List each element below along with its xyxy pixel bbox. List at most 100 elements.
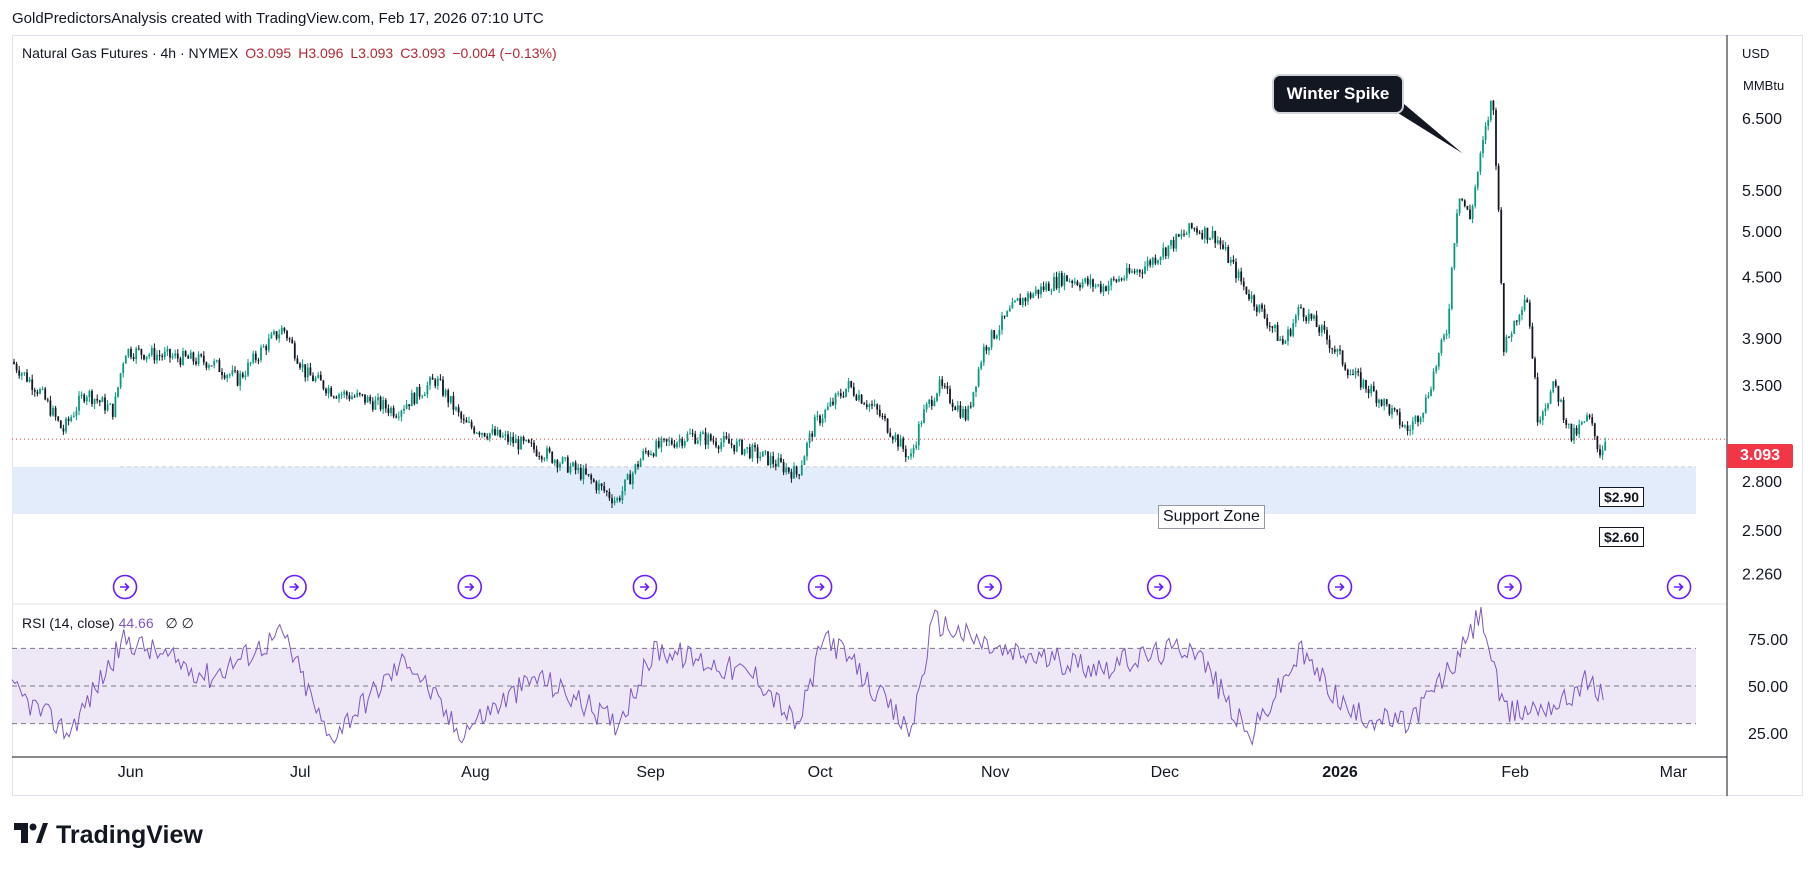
- candle-body: [533, 442, 535, 450]
- candle-body: [1079, 285, 1081, 288]
- candle-body: [676, 442, 678, 448]
- candle-body: [993, 330, 996, 339]
- candle-body: [494, 429, 496, 436]
- candle-body: [982, 346, 985, 363]
- candle-body: [1021, 298, 1024, 305]
- axis-currency[interactable]: USD: [1742, 46, 1770, 61]
- candle-body: [421, 396, 424, 398]
- candle-body: [959, 405, 962, 418]
- candle-body: [1115, 279, 1118, 282]
- candle-body: [340, 394, 343, 396]
- candle-body: [884, 416, 886, 419]
- candle-body: [613, 500, 616, 504]
- candle-body: [988, 347, 990, 351]
- candle-body: [1328, 339, 1331, 349]
- candle-body: [1383, 399, 1386, 406]
- candle-body: [231, 370, 234, 375]
- candle-body: [1040, 286, 1042, 295]
- candle-body: [806, 442, 808, 457]
- tradingview-logo[interactable]: TradingView: [14, 821, 203, 850]
- candle-body: [1547, 403, 1549, 409]
- tradingview-mark-icon: [14, 822, 48, 849]
- candle-body: [881, 415, 884, 417]
- candle-body: [96, 398, 99, 401]
- candle-body: [1032, 293, 1035, 298]
- candle-body: [104, 397, 106, 411]
- candle-body: [553, 460, 556, 463]
- candle-body: [821, 418, 824, 424]
- chart-frame[interactable]: [12, 35, 1803, 796]
- candle-body: [785, 467, 788, 473]
- candle-body: [1469, 209, 1471, 219]
- event-arrow-icon: [1154, 582, 1164, 592]
- candle-body: [1211, 231, 1214, 238]
- candle-body: [483, 432, 486, 437]
- candle-body: [156, 354, 158, 361]
- candle-body: [728, 438, 730, 444]
- candle-body: [1601, 450, 1604, 456]
- candle-body: [88, 391, 91, 398]
- candle-body: [1102, 286, 1105, 292]
- candle-body: [936, 393, 938, 401]
- candle-body: [395, 416, 398, 418]
- axis-unit[interactable]: MMBtu: [1743, 78, 1785, 93]
- candle-body: [928, 399, 931, 404]
- candle-body: [275, 331, 278, 339]
- candle-body: [288, 338, 291, 340]
- candle-body: [57, 416, 60, 421]
- candle-body: [800, 465, 803, 476]
- candle-body: [592, 479, 595, 482]
- candle-body: [670, 440, 673, 445]
- candle-body: [990, 330, 993, 348]
- candle-body: [738, 439, 741, 442]
- candle-body: [678, 439, 681, 443]
- candle-body: [158, 354, 161, 356]
- date-tick-label: Nov: [981, 764, 1009, 781]
- candle-body: [1437, 353, 1440, 367]
- candle-body: [114, 396, 117, 417]
- candle-body: [1159, 257, 1162, 261]
- rsi-tick-label: 50.00: [1748, 679, 1788, 696]
- candle-body: [1500, 209, 1503, 284]
- candle-body: [1479, 153, 1482, 172]
- candle-body: [1258, 304, 1261, 312]
- candle-body: [845, 388, 847, 397]
- candle-body: [707, 434, 710, 445]
- candle-body: [163, 351, 166, 357]
- candle-body: [686, 433, 689, 442]
- candle-body: [137, 348, 140, 350]
- candle-body: [254, 353, 257, 360]
- candle-body: [855, 395, 858, 401]
- candle-body: [1110, 278, 1113, 286]
- candle-body: [1271, 326, 1274, 329]
- candle-body: [1008, 308, 1011, 312]
- candle-body: [332, 396, 335, 398]
- candle-body: [111, 403, 114, 417]
- candle-body: [611, 498, 613, 504]
- candle-body: [605, 490, 608, 493]
- candle-body: [1456, 213, 1458, 244]
- candle-body: [904, 448, 907, 458]
- candle-body: [356, 392, 359, 397]
- candle-body: [930, 399, 933, 406]
- symbol-title[interactable]: Natural Gas Futures · 4h · NYMEX: [22, 45, 239, 61]
- candle-body: [174, 353, 177, 357]
- candle-body: [1001, 315, 1003, 330]
- candle-body: [1037, 289, 1040, 295]
- candle-body: [1463, 200, 1466, 207]
- candle-body: [1375, 391, 1378, 404]
- candle-body: [964, 409, 967, 420]
- candle-body: [1570, 423, 1573, 441]
- candle-body: [579, 467, 582, 480]
- candle-body: [1391, 408, 1393, 415]
- candle-body: [1430, 389, 1432, 396]
- candle-body: [501, 435, 504, 438]
- candle-body: [491, 429, 494, 434]
- rsi-title[interactable]: RSI (14, close): [22, 615, 115, 631]
- candle-body: [26, 372, 28, 382]
- support-zone: [12, 466, 1696, 514]
- candle-body: [1190, 223, 1193, 229]
- candle-body: [774, 463, 777, 467]
- candle-body: [213, 360, 216, 366]
